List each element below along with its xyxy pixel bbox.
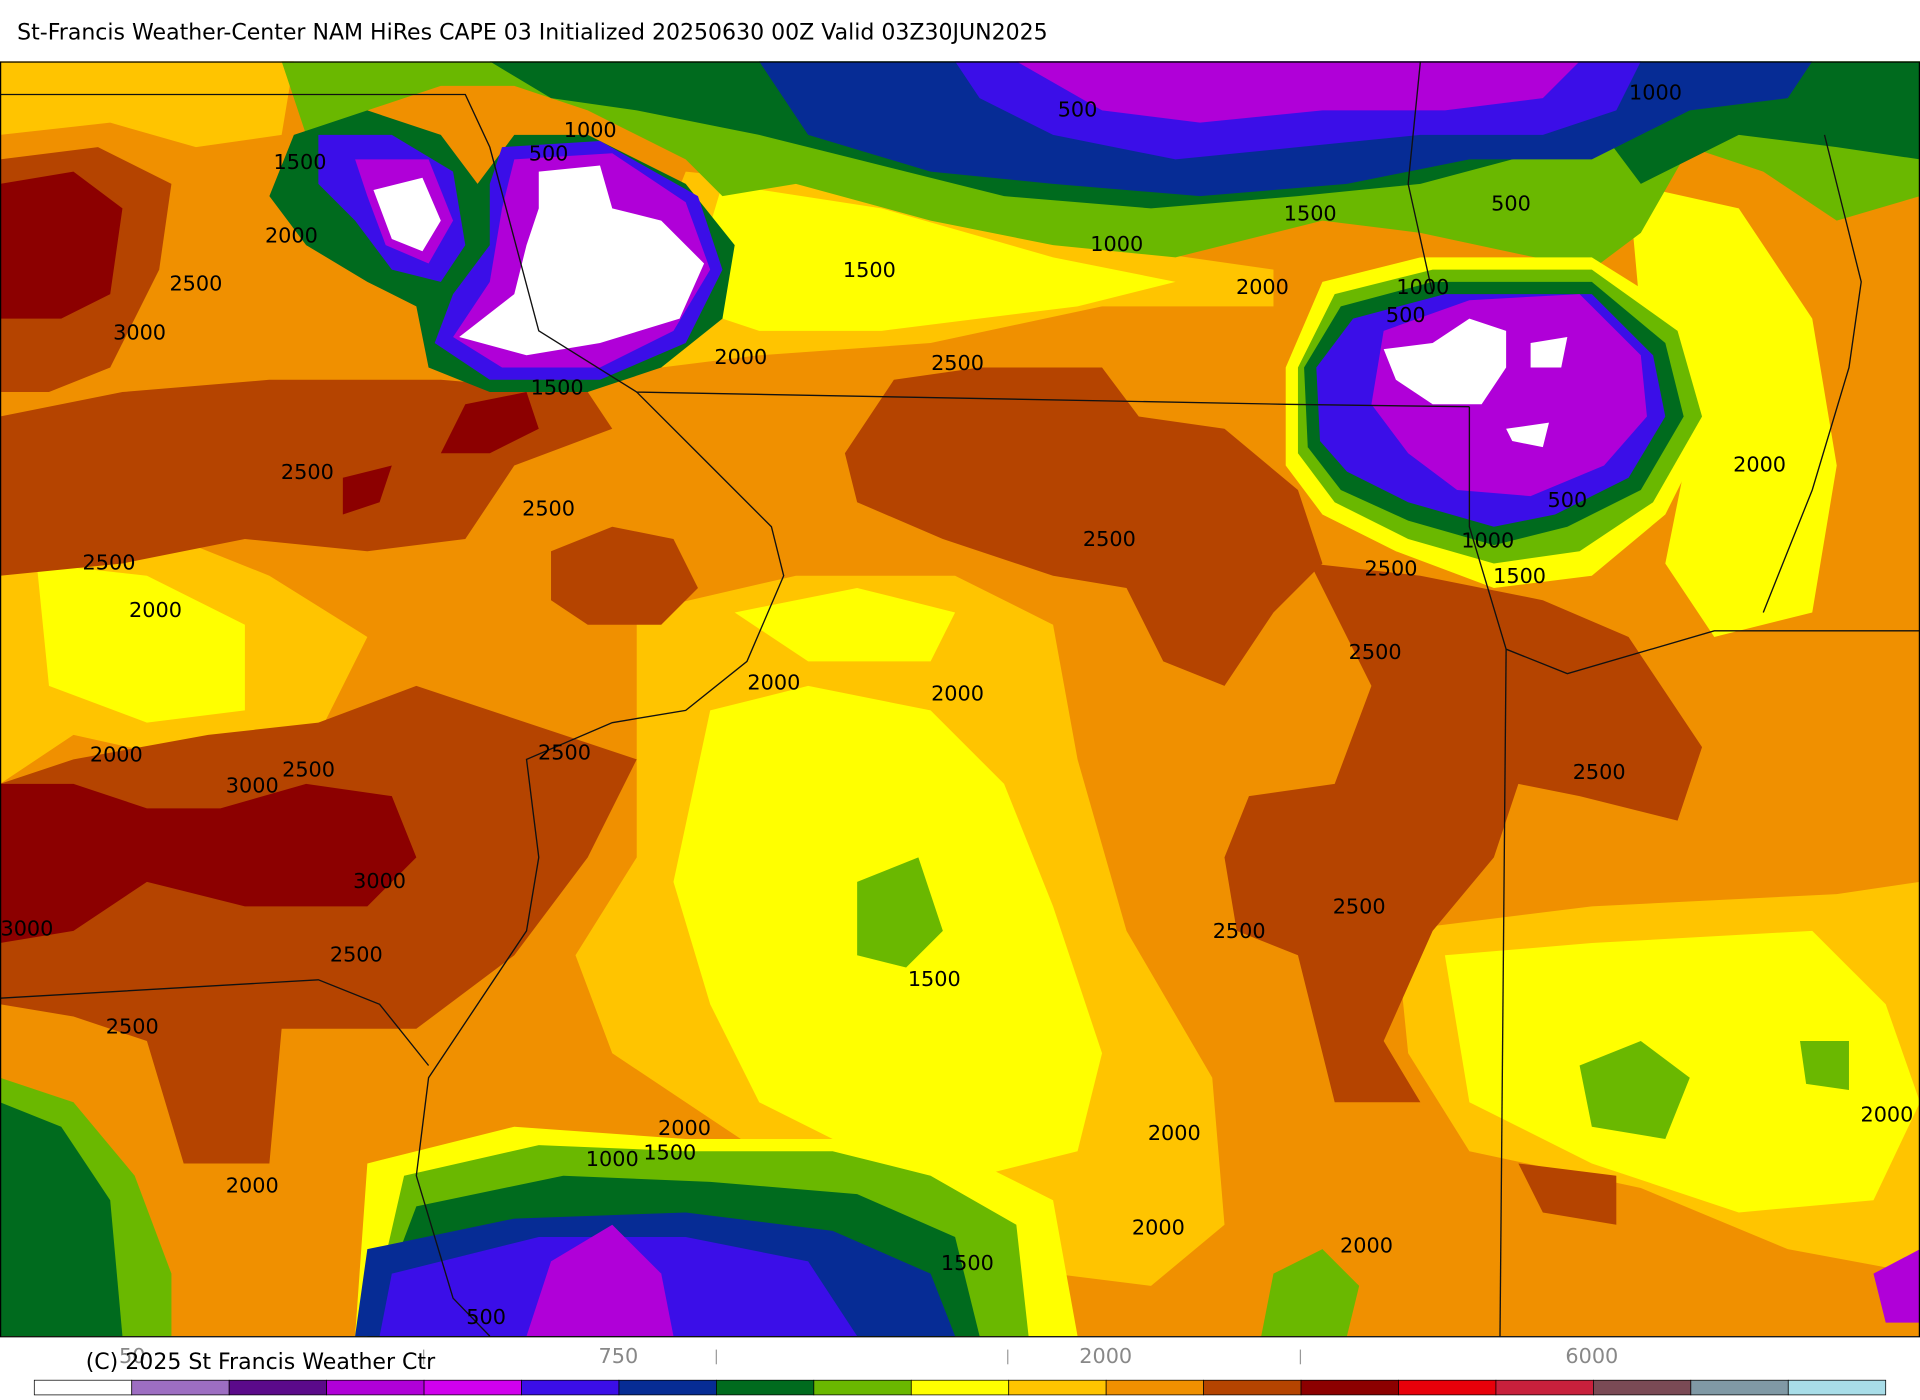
contour-label: 2500 xyxy=(83,550,136,574)
contour-label: 1000 xyxy=(1396,275,1449,299)
contour-label: 3000 xyxy=(113,320,166,344)
contour-label: 2500 xyxy=(281,460,334,484)
contour-label: 1500 xyxy=(908,967,961,991)
contour-label: 2000 xyxy=(1860,1103,1913,1127)
contour-label: 1500 xyxy=(531,375,584,399)
colorbar-swatch xyxy=(1300,1379,1399,1396)
contour-label: 2500 xyxy=(931,351,984,375)
contour-labels: 1000500150020002500300050010005001500100… xyxy=(0,80,1913,1328)
colorbar-swatch xyxy=(521,1379,620,1396)
contour-label: 1500 xyxy=(843,258,896,282)
contour-label: 1000 xyxy=(1461,528,1514,552)
contour-label: 2000 xyxy=(747,670,800,694)
contour-label: 1500 xyxy=(941,1251,994,1275)
contour-label: 2000 xyxy=(658,1116,711,1140)
title: St-Francis Weather-Center NAM HiRes CAPE… xyxy=(17,20,1048,45)
contour-label: 2000 xyxy=(1148,1121,1201,1145)
contour-label: 1000 xyxy=(1090,232,1143,256)
colorbar-swatch xyxy=(910,1379,1010,1396)
colorbar-swatch xyxy=(1787,1379,1887,1396)
contour-label: 3000 xyxy=(226,773,279,797)
contour-label: 2000 xyxy=(226,1174,279,1198)
colorbar-swatch xyxy=(1008,1379,1107,1396)
colorbar-swatch xyxy=(33,1379,133,1396)
contour-label: 2000 xyxy=(265,224,318,248)
colorbar-label: 6000 xyxy=(1565,1344,1618,1368)
colorbar-swatch xyxy=(1105,1379,1204,1396)
contour-label: 1000 xyxy=(586,1147,639,1171)
colorbar-swatch xyxy=(131,1379,230,1396)
contour-label: 2000 xyxy=(129,598,182,622)
contour-label: 500 xyxy=(529,141,569,165)
map-field xyxy=(0,61,1920,1338)
contour-label: 2000 xyxy=(90,743,143,767)
contour-label: 2500 xyxy=(538,740,591,764)
colorbar-swatch xyxy=(1495,1379,1594,1396)
contour-label: 2500 xyxy=(1333,895,1386,919)
colorbar-swatch xyxy=(1690,1379,1789,1396)
contour-label: 500 xyxy=(1386,303,1426,327)
contour-label: 2500 xyxy=(1573,760,1626,784)
contour-label: 2000 xyxy=(1236,275,1289,299)
colorbar-swatch xyxy=(423,1379,522,1396)
contour-label: 500 xyxy=(1058,97,1098,121)
contour-label: 1500 xyxy=(1284,201,1337,225)
contour-label: 2500 xyxy=(106,1015,159,1039)
colorbar-swatch xyxy=(228,1379,327,1396)
colorbar-swatch xyxy=(813,1379,912,1396)
contour-label: 2500 xyxy=(1349,640,1402,664)
colorbar-swatch xyxy=(1593,1379,1692,1396)
contour-label: 1000 xyxy=(1629,80,1682,104)
colorbar-swatch xyxy=(618,1379,717,1396)
contour-label: 1500 xyxy=(643,1141,696,1165)
colorbar-swatch xyxy=(326,1379,425,1396)
colorbar-label: 50 xyxy=(119,1344,145,1368)
colorbar-swatch xyxy=(1398,1379,1497,1396)
colorbar: 50 750 2000 6000 xyxy=(33,1344,1887,1396)
contour-label: 1500 xyxy=(1493,564,1546,588)
contour-label: 2500 xyxy=(1083,527,1136,551)
colorbar-label: 2000 xyxy=(1079,1344,1132,1368)
contour-label: 2000 xyxy=(1340,1234,1393,1258)
contour-label: 2000 xyxy=(1132,1215,1185,1239)
contour-label: 2500 xyxy=(282,757,335,781)
contour-label: 1000 xyxy=(564,118,617,142)
contour-label: 500 xyxy=(466,1305,506,1329)
contour-label: 500 xyxy=(1547,488,1587,512)
contour-label: 3000 xyxy=(0,917,53,941)
contour-label: 2500 xyxy=(1365,557,1418,581)
contour-label: 2500 xyxy=(330,942,383,966)
colorbar-label: 750 xyxy=(599,1344,639,1368)
contour-label: 500 xyxy=(1491,192,1531,216)
contour-label: 1500 xyxy=(274,150,327,174)
contour-label: 2500 xyxy=(1213,919,1266,943)
copyright: (C) 2025 St Francis Weather Ctr xyxy=(86,1350,436,1375)
contour-label: 2500 xyxy=(169,271,222,295)
colorbar-swatch xyxy=(716,1379,815,1396)
colorbar-swatch xyxy=(1203,1379,1302,1396)
contour-label: 2500 xyxy=(522,497,575,521)
contour-label: 2000 xyxy=(714,345,767,369)
contour-label: 2000 xyxy=(1733,453,1786,477)
contour-label: 3000 xyxy=(353,869,406,893)
contour-label: 2000 xyxy=(931,681,984,705)
